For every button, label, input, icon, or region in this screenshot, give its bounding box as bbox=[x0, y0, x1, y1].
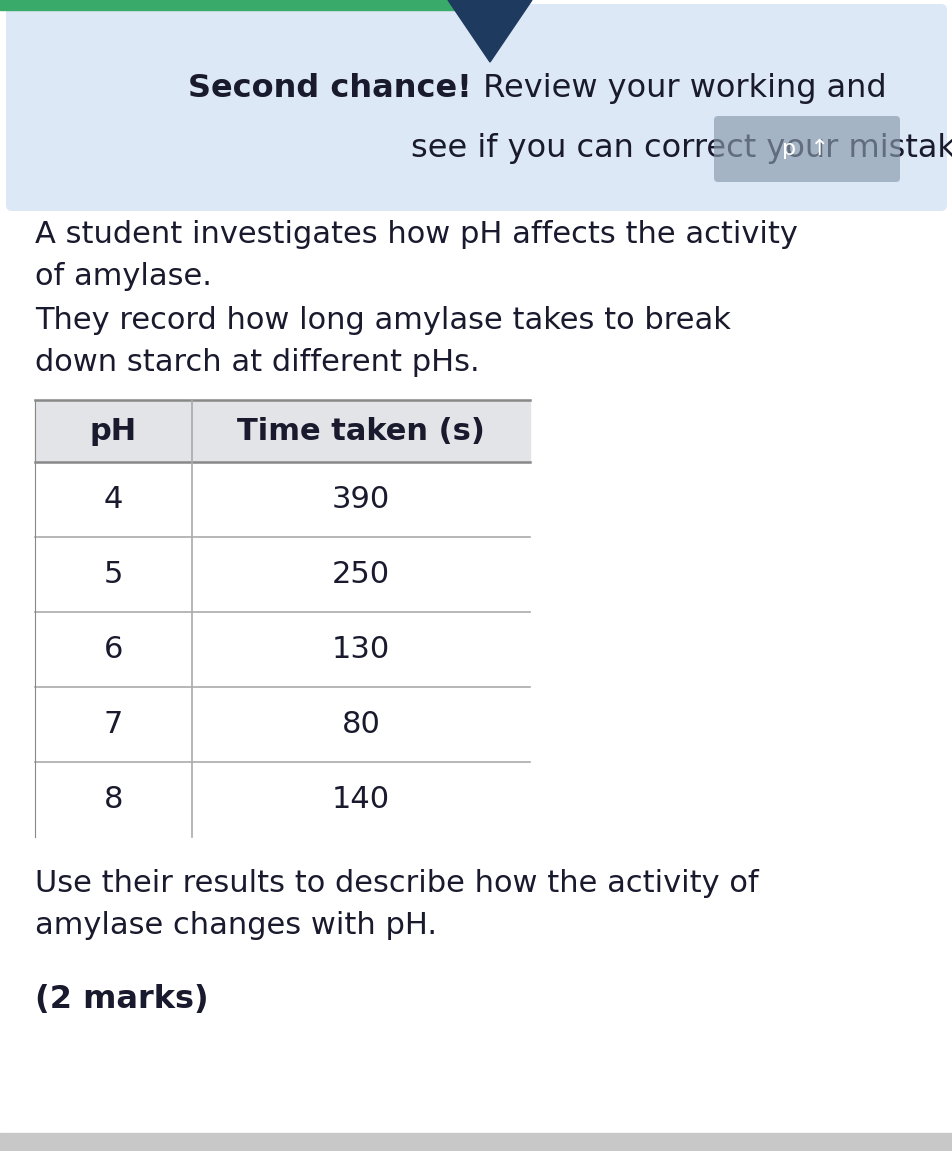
Text: down starch at different pHs.: down starch at different pHs. bbox=[35, 348, 479, 378]
Text: pH: pH bbox=[89, 417, 137, 445]
Text: 140: 140 bbox=[331, 785, 389, 814]
FancyBboxPatch shape bbox=[713, 116, 899, 182]
Text: 390: 390 bbox=[331, 485, 389, 514]
Bar bbox=[35, 401, 529, 462]
Text: Second chance!: Second chance! bbox=[188, 73, 471, 104]
Text: 6: 6 bbox=[104, 635, 123, 664]
Text: Review your working and: Review your working and bbox=[473, 73, 886, 104]
Polygon shape bbox=[447, 0, 531, 62]
Text: p  ↑: p ↑ bbox=[782, 139, 828, 159]
Text: of amylase.: of amylase. bbox=[35, 262, 211, 291]
Text: 4: 4 bbox=[104, 485, 123, 514]
Bar bbox=[0, 0, 454, 10]
Text: They record how long amylase takes to break: They record how long amylase takes to br… bbox=[35, 306, 730, 335]
Text: Time taken (s): Time taken (s) bbox=[237, 417, 485, 445]
FancyBboxPatch shape bbox=[6, 3, 946, 211]
Text: Use their results to describe how the activity of: Use their results to describe how the ac… bbox=[35, 869, 758, 898]
Text: 7: 7 bbox=[104, 710, 123, 739]
Text: see if you can correct your mistakes: see if you can correct your mistakes bbox=[411, 132, 952, 163]
Text: amylase changes with pH.: amylase changes with pH. bbox=[35, 910, 437, 940]
Text: (2 marks): (2 marks) bbox=[35, 984, 208, 1015]
Text: 130: 130 bbox=[331, 635, 389, 664]
Text: 80: 80 bbox=[341, 710, 380, 739]
Text: 5: 5 bbox=[104, 561, 123, 589]
Bar bbox=[0, 1133, 952, 1151]
Text: 8: 8 bbox=[104, 785, 123, 814]
Text: A student investigates how pH affects the activity: A student investigates how pH affects th… bbox=[35, 220, 797, 249]
Text: 250: 250 bbox=[331, 561, 389, 589]
